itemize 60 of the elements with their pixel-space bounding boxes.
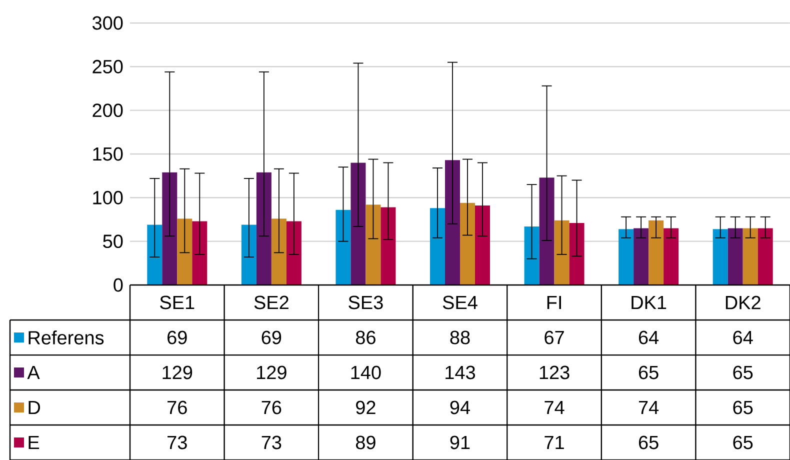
y-tick-label: 250	[92, 60, 123, 74]
data-label: 65	[638, 436, 658, 450]
legend-label: E	[28, 436, 40, 450]
data-label: 92	[356, 400, 376, 414]
data-label: 71	[544, 436, 564, 450]
data-label: 76	[168, 400, 187, 414]
x-tick-label: DK1	[632, 296, 666, 310]
data-label: 67	[544, 330, 564, 344]
data-label: 65	[733, 366, 753, 380]
data-label: 94	[450, 400, 470, 414]
y-tick-label: 200	[92, 104, 123, 118]
bar	[712, 229, 728, 285]
data-label: 65	[733, 400, 753, 414]
bar	[758, 228, 773, 285]
data-label: 74	[638, 400, 659, 414]
bar	[366, 204, 381, 285]
y-tick-label: 0	[114, 278, 123, 292]
data-label: 76	[262, 400, 282, 414]
x-tick-label: FI	[547, 296, 561, 310]
x-tick-label: SE3	[348, 296, 383, 310]
y-tick-label: 150	[93, 147, 123, 161]
data-label: 73	[168, 436, 187, 450]
bar	[460, 202, 475, 285]
bar	[336, 210, 351, 285]
bar	[664, 228, 679, 285]
data-label: 64	[638, 330, 659, 344]
x-tick-label: DK2	[726, 296, 760, 310]
bar	[634, 228, 649, 285]
bar	[380, 207, 396, 285]
x-tick-label: SE2	[254, 296, 288, 310]
bar	[430, 208, 445, 285]
data-label: 129	[162, 366, 192, 380]
data-label: 69	[262, 330, 282, 344]
legend-label: D	[28, 400, 40, 414]
data-label: 73	[262, 436, 282, 450]
y-tick-label: 50	[103, 234, 123, 248]
data-label: 86	[356, 330, 376, 344]
data-label: 88	[450, 330, 470, 344]
data-label: 69	[168, 330, 187, 344]
y-tick-label: 300	[92, 16, 123, 30]
y-tick-label: 100	[93, 190, 123, 204]
x-tick-label: SE1	[160, 296, 194, 310]
data-label: 123	[540, 366, 570, 380]
data-label: 74	[544, 400, 564, 414]
data-label: 65	[733, 436, 753, 450]
data-label: 143	[446, 366, 476, 380]
legend-label: Referens	[28, 330, 104, 344]
bar	[618, 229, 634, 285]
legend-label: A	[27, 366, 40, 380]
bar	[648, 220, 664, 285]
bar	[728, 228, 743, 285]
data-label: 140	[351, 366, 381, 380]
bar	[475, 206, 490, 285]
data-label: 64	[733, 330, 753, 344]
data-label: 91	[450, 436, 470, 450]
data-label: 129	[257, 366, 286, 380]
x-tick-label: SE4	[442, 296, 478, 310]
bar	[742, 228, 758, 285]
data-label: 89	[356, 436, 376, 450]
data-label: 65	[638, 366, 658, 380]
